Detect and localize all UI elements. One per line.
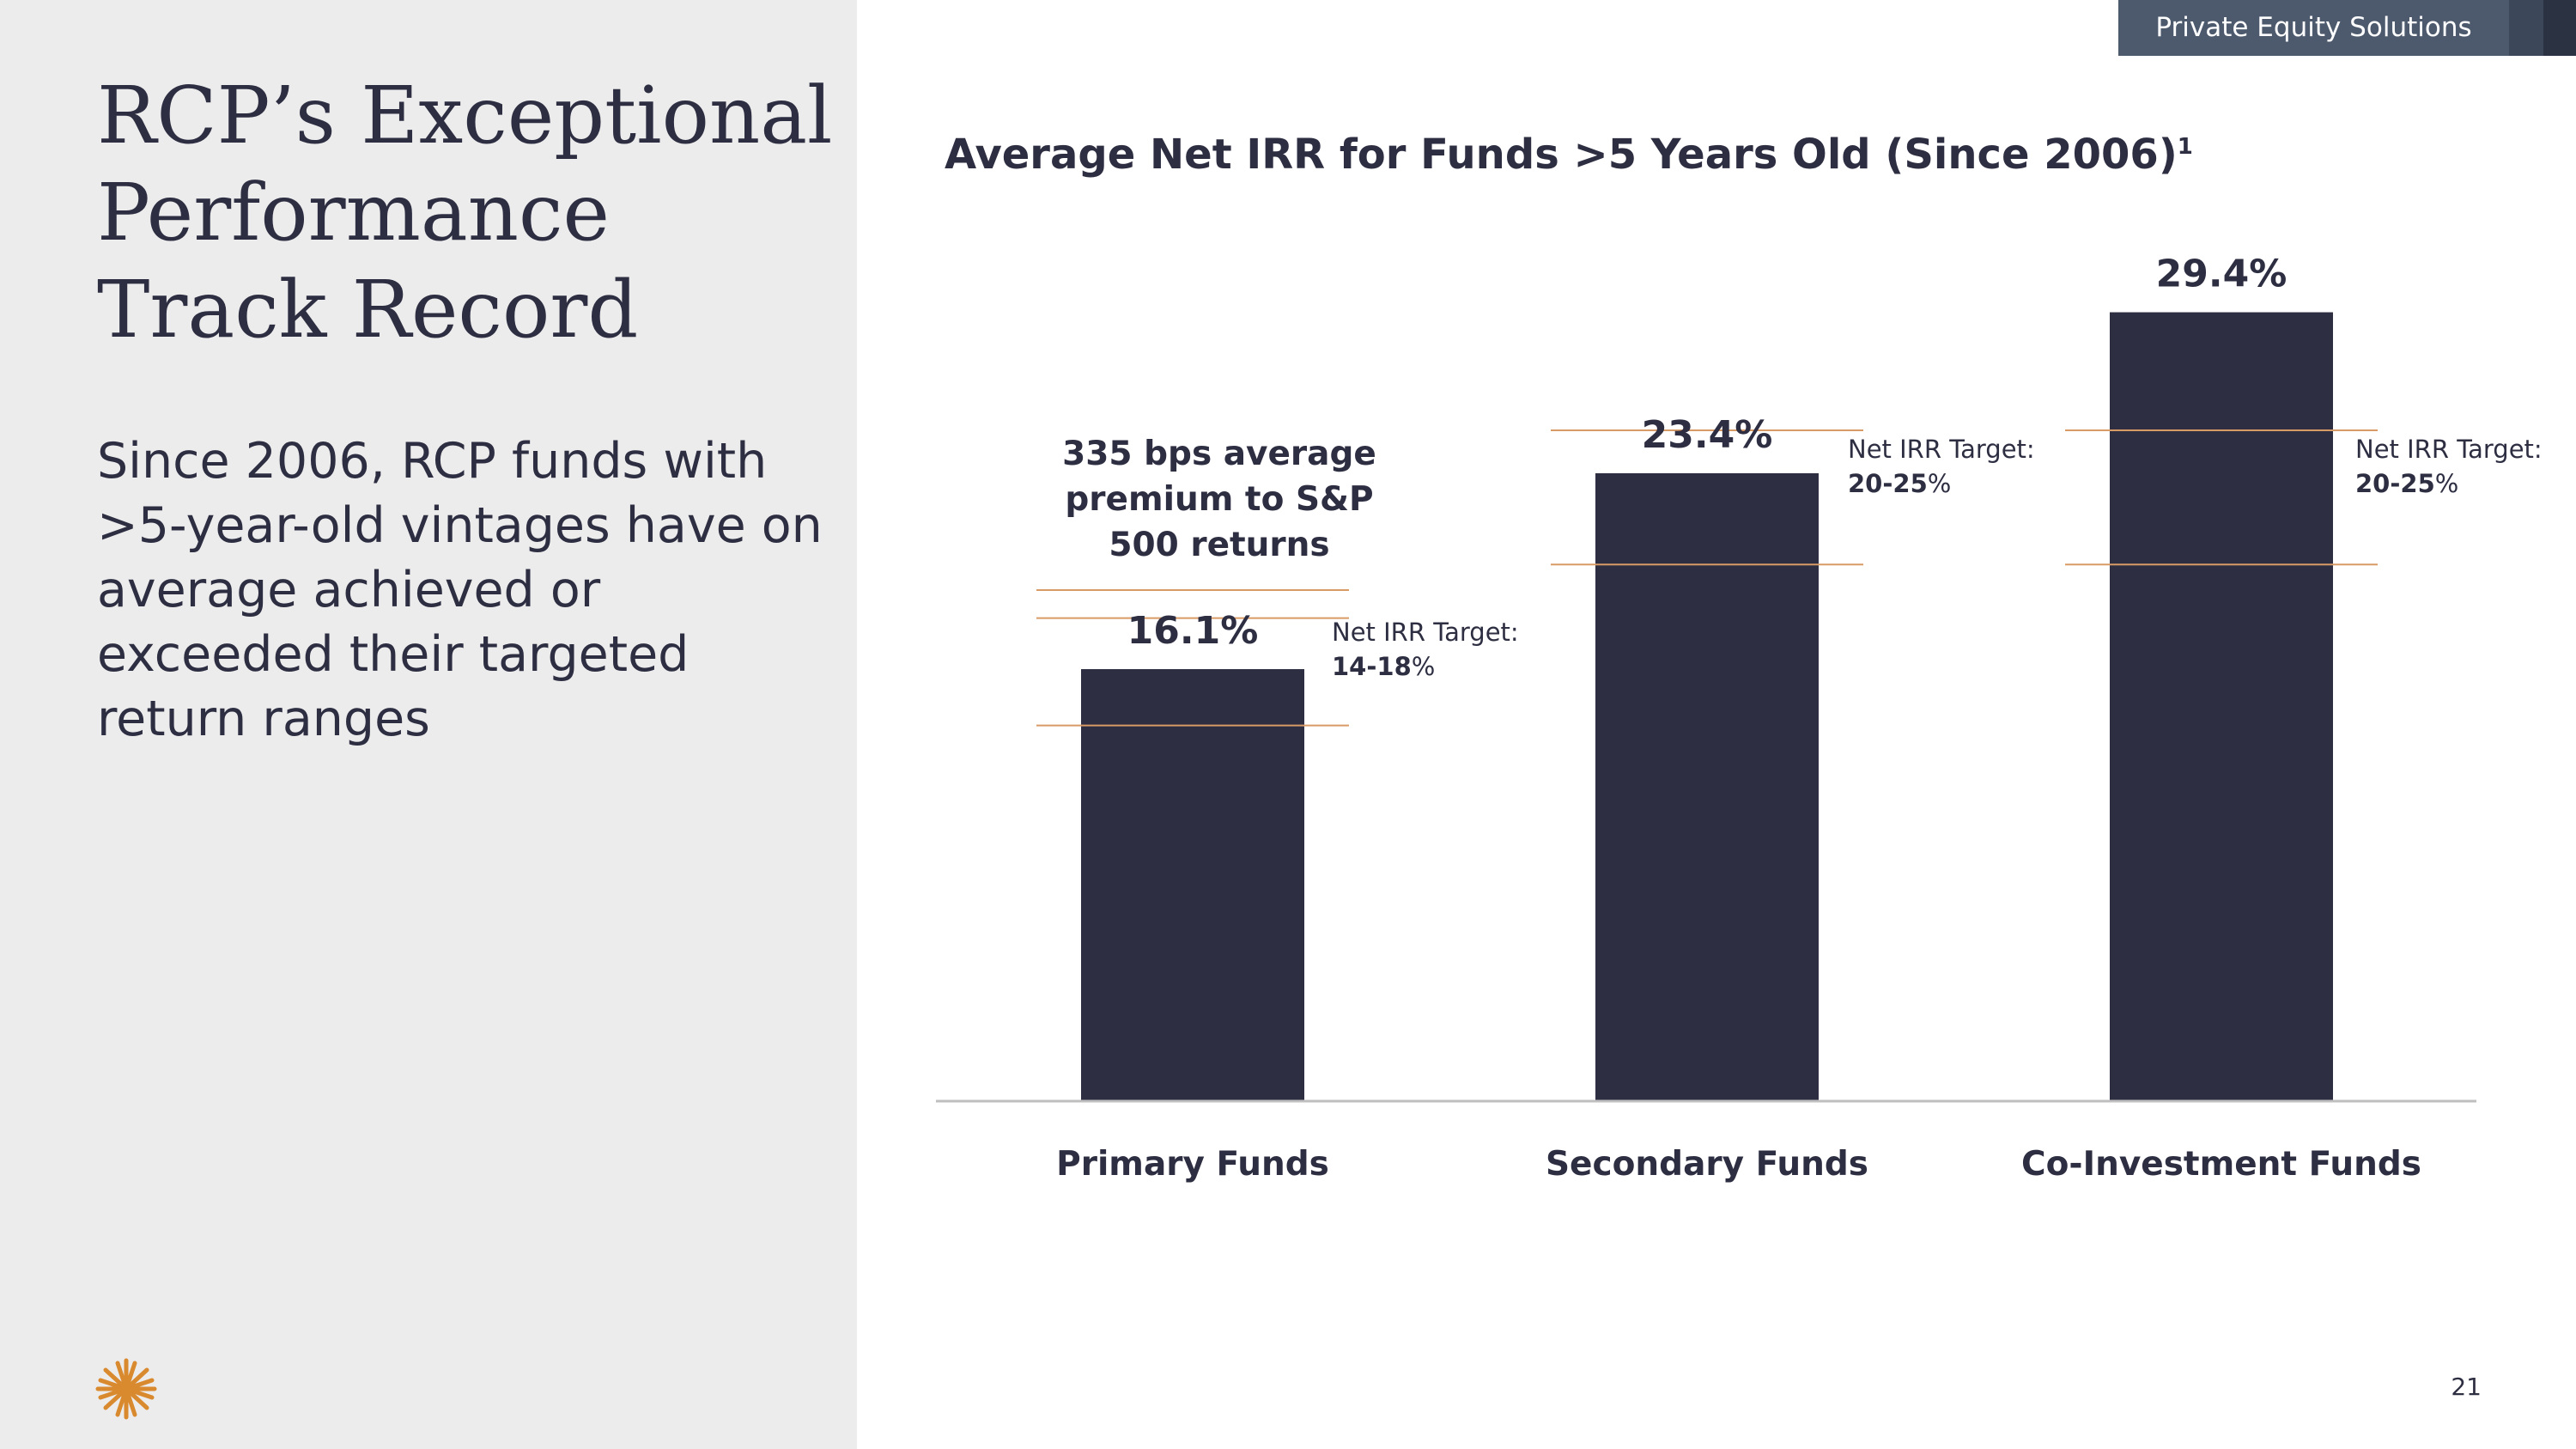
value-label-secondary: 23.4% <box>1642 413 1773 457</box>
premium-annotation: 335 bps average premium to S&P 500 retur… <box>1062 435 1376 564</box>
section-tag-label: Private Equity Solutions <box>2118 0 2509 56</box>
section-tag-stripe <box>2509 0 2543 56</box>
value-label-primary: 16.1% <box>1127 609 1259 653</box>
target-label-coinvestment: Net IRR Target: 20-25% <box>2355 432 2543 501</box>
chart-title-text: Average Net IRR for Funds >5 Years Old (… <box>945 131 2178 179</box>
company-logo-icon <box>95 1358 157 1420</box>
section-tag: Private Equity Solutions <box>2118 0 2576 56</box>
category-label-coinvestment: Co-Investment Funds <box>2021 1145 2421 1184</box>
slide-body: Since 2006, RCP funds with >5-year-old v… <box>97 433 823 747</box>
bar-coinvestment <box>2110 312 2333 1101</box>
value-label-coinvestment: 29.4% <box>2156 253 2287 296</box>
target-label-text: Net IRR Target: <box>1332 618 1519 647</box>
bar-secondary <box>1595 472 1819 1101</box>
category-label-secondary: Secondary Funds <box>1546 1145 1868 1184</box>
chart-title-footnote: 1 <box>2177 134 2193 160</box>
page-number: 21 <box>2451 1373 2482 1401</box>
target-label-secondary: Net IRR Target: 20-25% <box>1848 432 2035 501</box>
target-range: 14-18 <box>1332 652 1412 681</box>
category-label-primary: Primary Funds <box>1056 1145 1329 1184</box>
slide-title: RCP’s Exceptional Performance Track Reco… <box>97 70 833 356</box>
section-tag-stripe-dark <box>2543 0 2576 56</box>
target-range: 20-25 <box>1848 469 1928 498</box>
chart-title: Average Net IRR for Funds >5 Years Old (… <box>945 131 2193 179</box>
left-panel: RCP’s Exceptional Performance Track Reco… <box>0 0 857 1449</box>
target-label-text: Net IRR Target: <box>1848 435 2035 464</box>
target-range-suffix: % <box>1927 469 1952 498</box>
target-range-suffix: % <box>2434 469 2459 498</box>
target-range-suffix: % <box>1411 652 1436 681</box>
bar-primary <box>1081 669 1304 1101</box>
target-range: 20-25 <box>2355 469 2435 498</box>
target-label-primary: Net IRR Target: 14-18% <box>1332 615 1519 684</box>
target-label-text: Net IRR Target: <box>2355 435 2543 464</box>
